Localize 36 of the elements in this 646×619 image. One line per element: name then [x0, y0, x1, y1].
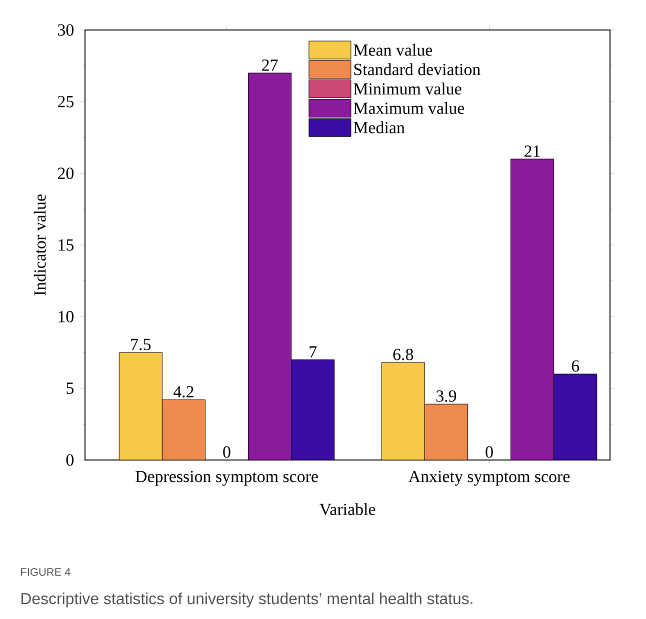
caption: FIGURE 4 — [21, 568, 70, 576]
bar — [291, 359, 335, 460]
bar — [381, 362, 425, 460]
legend-label: Minimum value — [354, 82, 462, 95]
data-label: 21 — [524, 146, 540, 157]
x-tick-label: Anxiety symptom score — [408, 470, 570, 486]
data-label: 4.2 — [173, 386, 194, 398]
legend-label: Mean value — [354, 44, 432, 56]
bar — [424, 404, 468, 460]
data-label: 0 — [486, 446, 493, 458]
bar — [554, 374, 598, 460]
x-axis-title: Variable — [319, 503, 376, 516]
legend-label: Median — [354, 121, 405, 134]
y-tick-label: 15 — [58, 239, 74, 251]
data-label: 0 — [223, 446, 230, 458]
legend-label: Maximum value — [354, 102, 464, 114]
legend-label: Standard deviation — [354, 63, 480, 76]
bar — [118, 352, 162, 460]
y-tick-label: 30 — [58, 24, 74, 36]
data-label: 6.8 — [393, 348, 414, 360]
text: Descriptive statistics of university students’ mental health status. — [22, 592, 472, 608]
bar — [248, 72, 292, 460]
y-tick-label: 5 — [66, 382, 74, 394]
data-label: 6 — [572, 360, 580, 372]
data-label: 7.5 — [131, 338, 151, 350]
y-tick-label: 10 — [58, 310, 74, 322]
x-tick-label: Depression symptom score — [136, 470, 318, 486]
bar — [510, 158, 554, 460]
y-tick-label: 20 — [58, 168, 74, 180]
y-axis-title: Indicator value — [34, 194, 46, 296]
data-label: 27 — [262, 60, 278, 71]
bar — [162, 400, 206, 460]
y-tick-label: 0 — [66, 454, 74, 466]
y-tick-label: 25 — [58, 96, 74, 108]
data-label: 3.9 — [436, 390, 456, 402]
data-label: 7 — [310, 346, 317, 358]
